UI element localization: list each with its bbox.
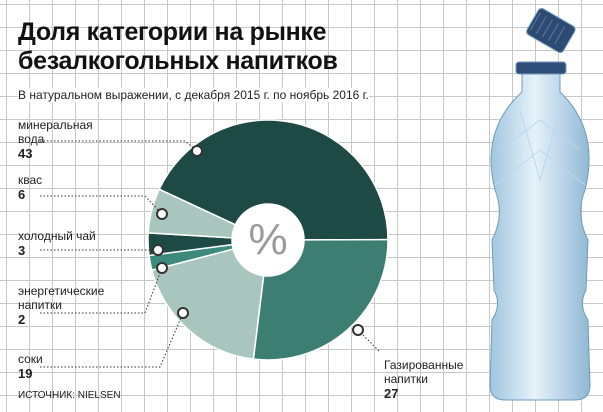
marker [156,262,168,274]
label: холодный чай 3 [18,229,113,258]
category-label: соки [18,352,43,366]
marker [156,208,168,220]
label: квас 6 [18,173,113,202]
marker [191,145,203,157]
marker [152,244,164,256]
category-label: холодный чай [18,229,96,243]
value-label: 19 [18,366,33,381]
marker [177,307,189,319]
chart-subtitle: В натуральном выражении, с декабря 2015 … [18,88,369,102]
label: энергетические напитки 2 [18,284,113,327]
category-label: Газированные напитки [384,358,464,386]
value-label: 3 [18,243,26,258]
leader-line [357,329,381,353]
leader-line [40,195,163,215]
bottle [489,7,591,401]
leader-line [40,267,163,314]
label: соки 19 [18,352,113,381]
category-label: квас [18,173,43,187]
value-label: 43 [18,146,33,161]
donut-hole [232,204,304,276]
category-label: энергетические напитки [18,284,105,312]
leader-line [40,312,184,368]
center-label: % [248,215,287,264]
chart-title: Доля категории на рынке безалкогольных н… [18,18,338,75]
category-label: минеральная вода [18,118,93,146]
value-label: 6 [18,187,26,202]
value-label: 27 [384,386,399,401]
marker [352,324,364,336]
value-label: 2 [18,312,26,327]
slice [252,238,389,361]
source: ИСТОЧНИК: NIELSEN [18,390,121,401]
label: Газированные напитки 27 [384,358,479,401]
label: минеральная вода 43 [18,118,113,161]
